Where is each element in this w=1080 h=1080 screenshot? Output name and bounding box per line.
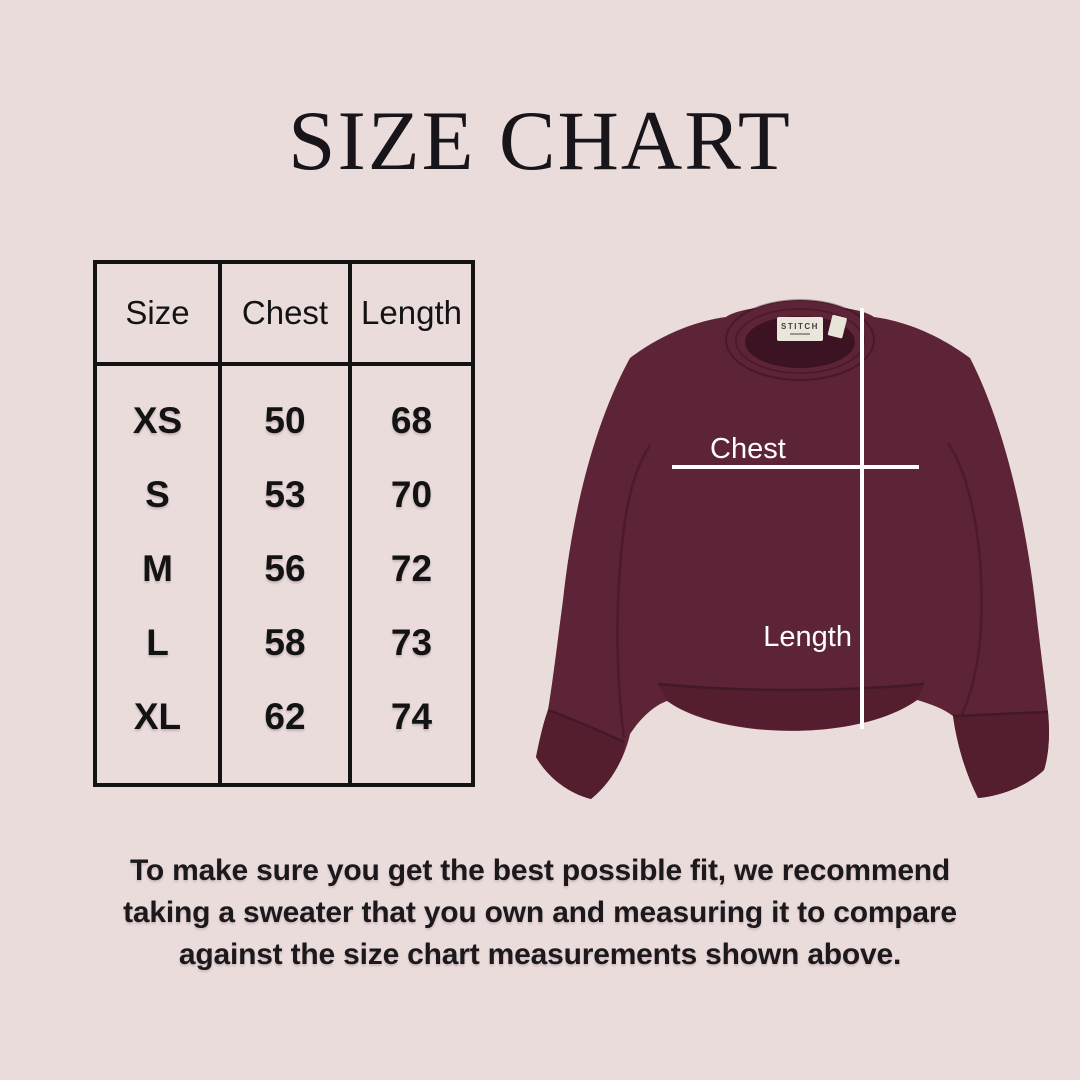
table-column-divider: [348, 264, 352, 783]
neck-tag-label: STITCH: [781, 322, 819, 331]
sweater-silhouette: [536, 305, 1049, 799]
column-header-length: Length: [361, 294, 462, 331]
length-cell: 68: [390, 400, 433, 441]
right-sleeve-crease: [946, 442, 983, 715]
note-line: To make sure you get the best possible f…: [129, 854, 951, 887]
page-title: SIZE CHART: [288, 94, 792, 188]
left-cuff-seam: [547, 708, 625, 744]
note-line: against the size chart measurements show…: [178, 938, 902, 971]
collar-opening: [745, 316, 855, 368]
neck-tag: [777, 317, 823, 341]
length-measure-line: [860, 308, 864, 729]
chest-cell: 53: [264, 474, 306, 515]
fit-recommendation-note: To make sure you get the best possible f…: [0, 850, 1080, 976]
length-measure-label: Length: [763, 621, 852, 653]
chest-cell: 58: [264, 622, 306, 663]
size-chart-table: Size Chest Length XS 50 68 S 53 70 M 56 …: [93, 260, 475, 787]
size-cell: XS: [132, 400, 183, 441]
length-cell: 74: [390, 696, 433, 737]
column-header-chest: Chest: [241, 294, 329, 331]
table-column-divider: [218, 264, 222, 783]
column-header-size: Size: [125, 294, 190, 331]
size-tag: [827, 314, 847, 339]
hem-band: [658, 684, 924, 730]
size-cell: XL: [133, 696, 182, 737]
size-cell: L: [146, 622, 169, 663]
length-cell: 70: [390, 474, 433, 515]
right-cuff-seam: [952, 710, 1049, 718]
table-header-divider: [97, 362, 471, 366]
note-line: taking a sweater that you own and measur…: [123, 896, 957, 929]
chest-measure-label: Chest: [710, 433, 786, 465]
length-cell: 72: [390, 548, 433, 589]
left-sleeve-crease: [616, 444, 652, 739]
hem-seam: [657, 682, 925, 692]
size-cell: S: [145, 474, 170, 515]
table-body: XS 50 68 S 53 70 M 56 72 L 58 73 XL 62 7…: [97, 384, 471, 754]
chest-cell: 62: [264, 696, 306, 737]
chest-cell: 50: [264, 400, 306, 441]
neck-tag-subline: [790, 333, 810, 335]
length-cell: 73: [390, 622, 433, 663]
chest-measure-line: [672, 465, 919, 469]
chest-cell: 56: [264, 548, 306, 589]
right-cuff: [953, 712, 1049, 798]
table-header-row: Size Chest Length: [97, 264, 471, 362]
size-cell: M: [142, 548, 173, 589]
